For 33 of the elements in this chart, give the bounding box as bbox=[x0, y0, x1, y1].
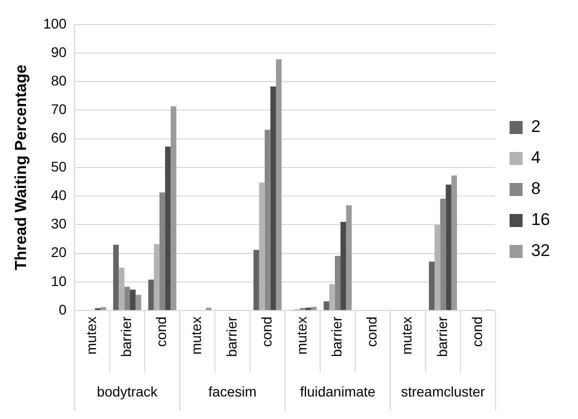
x-tick-label: cond bbox=[468, 316, 485, 347]
y-axis-title: Thread Waiting Percentage bbox=[13, 64, 30, 270]
y-tick-label: 40 bbox=[50, 186, 67, 203]
y-tick-label: 100 bbox=[43, 15, 67, 32]
y-tick-label: 90 bbox=[50, 44, 67, 60]
x-tick-label: cond bbox=[364, 316, 380, 347]
y-tick-label: 80 bbox=[50, 72, 67, 88]
x-tick-label: barrier bbox=[434, 316, 450, 358]
y-tick-label: 60 bbox=[50, 130, 67, 146]
y-tick-label: 30 bbox=[50, 216, 67, 232]
x-tick-label: mutex bbox=[188, 316, 204, 355]
y-tick-label: 20 bbox=[50, 244, 67, 260]
x-tick-label: barrier bbox=[223, 316, 240, 358]
text: streamcluster bbox=[400, 383, 486, 400]
legend-label: 16 bbox=[531, 210, 550, 230]
x-tick-label: barrier bbox=[118, 316, 134, 358]
y-tick-label: 70 bbox=[50, 101, 67, 118]
legend-label: 2 bbox=[531, 117, 541, 136]
x-tick-label: mutex bbox=[293, 316, 310, 355]
legend-label: 32 bbox=[531, 241, 550, 260]
x-tick-label: cond bbox=[153, 316, 170, 347]
x-tick-label: barrier bbox=[328, 316, 345, 358]
y-tick-label: 0 bbox=[58, 301, 67, 318]
y-tick-label: 50 bbox=[50, 158, 67, 174]
x-tick-label: mutex bbox=[82, 316, 99, 355]
text: fluidanimate bbox=[300, 383, 376, 400]
x-tick-label: cond bbox=[258, 316, 274, 347]
legend-label: 8 bbox=[531, 179, 541, 198]
legend-label: 4 bbox=[531, 148, 541, 168]
y-tick-label: 10 bbox=[50, 272, 67, 289]
text: facesim bbox=[208, 383, 257, 400]
text: bodytrack bbox=[96, 383, 159, 400]
x-tick-label: mutex bbox=[398, 316, 415, 355]
